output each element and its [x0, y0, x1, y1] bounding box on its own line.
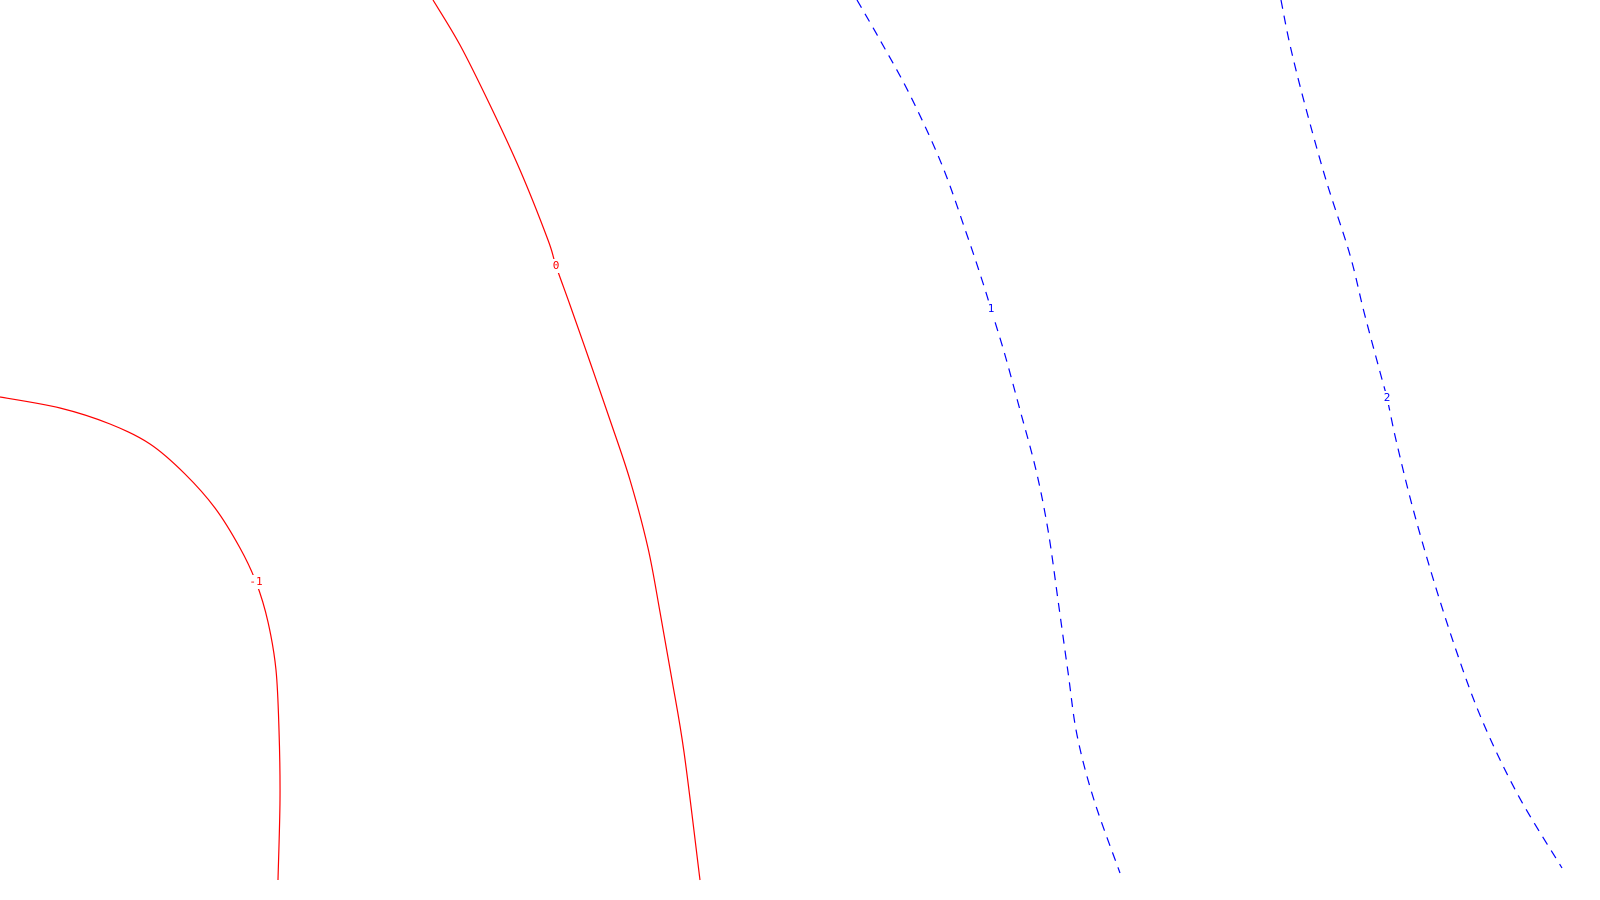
contour-line-level-1 — [856, 0, 1121, 874]
contour-line-level-0 — [432, 0, 701, 881]
contour-label-level-1: 1 — [988, 302, 995, 315]
contour-label-level-2: 2 — [1384, 391, 1391, 404]
contour-line-level--1 — [0, 396, 281, 881]
contour-line-level-2 — [1280, 0, 1563, 869]
contour-labels: -1 0 1 2 — [247, 259, 1393, 589]
contour-label-bg-level-0 — [550, 259, 562, 273]
contour-label-bg-level-1 — [985, 302, 997, 316]
contour-label-level--1: -1 — [249, 575, 262, 588]
contour-label-bg-level--1 — [247, 575, 265, 589]
contour-label-bg-level-2 — [1381, 391, 1393, 405]
contour-label-level-0: 0 — [553, 259, 560, 272]
contour-lines — [0, 0, 1563, 881]
